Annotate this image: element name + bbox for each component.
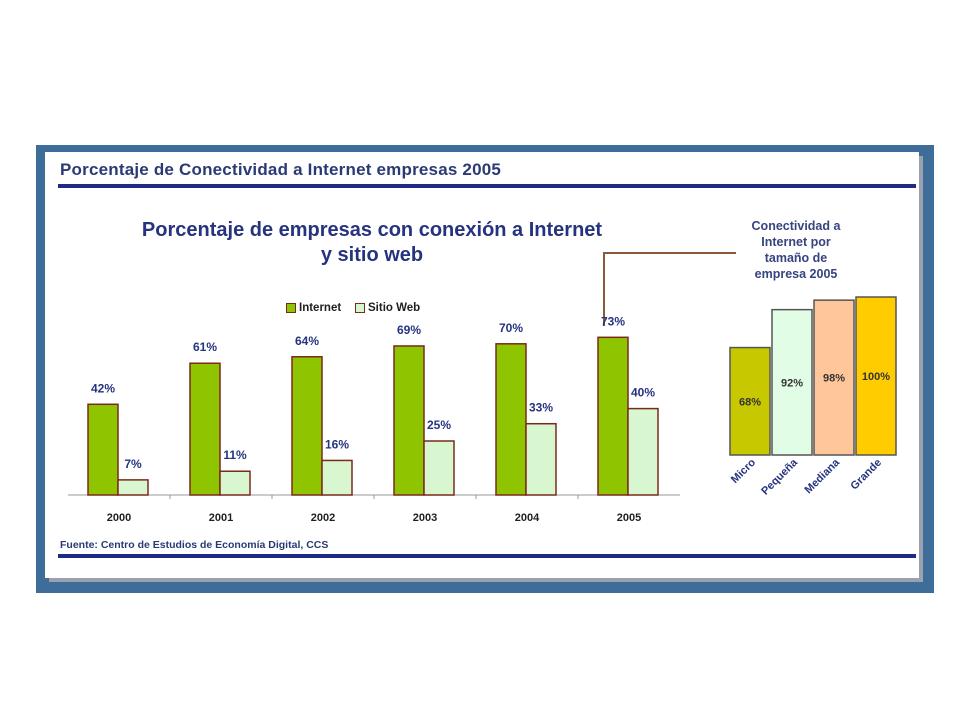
data-label-sitio-web: 11% (223, 448, 247, 462)
bar-internet (597, 336, 629, 496)
inset-chart-title-line-3: tamaño de (764, 251, 828, 265)
bar-sitio-web (117, 479, 149, 496)
x-tick-label: 2001 (209, 512, 233, 524)
data-label-sitio-web: 25% (427, 418, 451, 432)
legend-item-sitio-web: Sitio Web (355, 302, 420, 314)
data-label-internet: 42% (91, 381, 115, 395)
data-label-internet: 64% (295, 334, 319, 348)
inset-bar (771, 308, 813, 456)
inset-category-label: Pequeña (759, 456, 801, 498)
inset-chart-title-line-2: Internet por (761, 235, 831, 249)
footer-rule (58, 554, 916, 558)
inset-category-label: Grande (848, 457, 884, 493)
x-tick-label: 2000 (107, 512, 131, 524)
inset-chart-title: Conectividad a Internet por tamaño de em… (718, 218, 874, 282)
inset-category-label: Mediana (803, 456, 843, 496)
inset-category-label: Micro (729, 456, 758, 485)
bar-sitio-web (627, 407, 659, 496)
inset-data-label: 100% (862, 371, 890, 383)
data-label-sitio-web: 40% (631, 386, 655, 400)
inset-bar (813, 299, 855, 456)
bar-internet (495, 343, 527, 496)
page-title: Porcentaje de Conectividad a Internet em… (60, 160, 502, 179)
data-label-internet: 70% (499, 321, 523, 335)
inset-bar (855, 296, 897, 456)
callout-line (603, 252, 736, 326)
legend-item-internet: Internet (286, 302, 341, 314)
inset-chart-title-line-4: empresa 2005 (754, 267, 838, 281)
bar-internet (189, 362, 221, 496)
data-label-internet: 69% (397, 323, 421, 337)
bar-sitio-web (321, 459, 353, 496)
data-label-sitio-web: 7% (124, 457, 142, 471)
main-chart-title-line-2: y sitio web (320, 244, 424, 266)
bar-internet (393, 345, 425, 496)
inset-data-label: 92% (781, 377, 803, 389)
inset-bar (729, 346, 771, 456)
source-note: Fuente: Centro de Estudios de Economía D… (60, 539, 329, 551)
title-rule (58, 184, 916, 188)
legend-label-sitio-web: Sitio Web (368, 302, 421, 314)
x-tick-label: 2005 (617, 512, 641, 524)
inset-data-label: 68% (739, 396, 761, 408)
legend-label-internet: Internet (299, 302, 342, 314)
x-tick-label: 2003 (413, 512, 437, 524)
inset-chart-title-line-1: Conectividad a (751, 219, 841, 233)
main-chart-title-line-1: Porcentaje de empresas con conexión a In… (141, 219, 603, 241)
data-label-sitio-web: 33% (529, 401, 553, 415)
legend-swatch-sitio-web (355, 302, 365, 313)
legend-swatch-internet (286, 302, 296, 313)
data-label-sitio-web: 16% (325, 437, 349, 451)
x-tick-label: 2002 (311, 512, 335, 524)
bar-internet (291, 356, 323, 496)
bar-internet (87, 403, 119, 496)
main-chart-title: Porcentaje de empresas con conexión a In… (112, 218, 632, 268)
bar-sitio-web (219, 470, 251, 496)
x-tick-label: 2004 (515, 512, 540, 524)
data-label-internet: 73% (601, 314, 625, 328)
bar-sitio-web (423, 440, 455, 496)
data-label-internet: 61% (193, 340, 217, 354)
inset-data-label: 98% (823, 373, 845, 385)
bar-sitio-web (525, 422, 557, 496)
